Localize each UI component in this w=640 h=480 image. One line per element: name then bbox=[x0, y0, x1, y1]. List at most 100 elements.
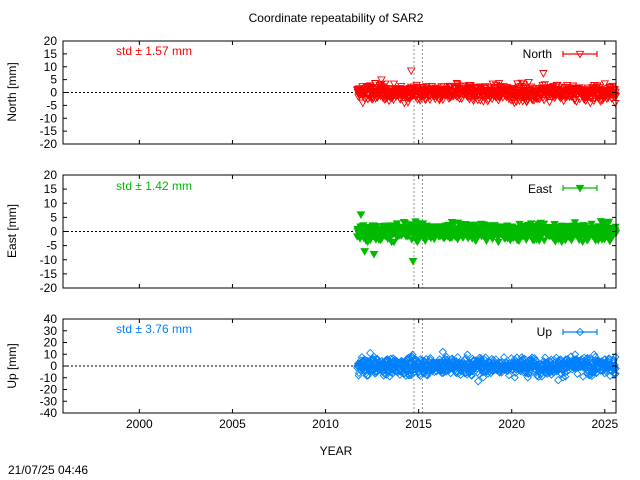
data-point bbox=[593, 82, 602, 90]
data-point bbox=[536, 369, 545, 378]
x-tick-label: 2020 bbox=[498, 417, 525, 431]
data-point bbox=[587, 220, 596, 229]
y-tick-label: 40 bbox=[44, 312, 58, 326]
data-point bbox=[431, 84, 440, 92]
data-point bbox=[524, 369, 533, 378]
y-tick-label: -40 bbox=[40, 406, 58, 420]
legend-label-east: East bbox=[528, 182, 553, 196]
data-point bbox=[438, 347, 448, 357]
legend-marker bbox=[575, 184, 585, 193]
legend-sample-up bbox=[562, 327, 598, 337]
y-tick-label: -15 bbox=[40, 267, 58, 281]
data-point bbox=[381, 80, 390, 88]
data-point bbox=[475, 353, 484, 362]
y-tick-label: -15 bbox=[40, 124, 58, 138]
x-tick-labels: 2000 2005 2010 2015 2020 2025 bbox=[126, 417, 619, 431]
data-point bbox=[539, 97, 549, 105]
east-series bbox=[352, 211, 621, 266]
data-point bbox=[463, 350, 472, 359]
data-point bbox=[494, 238, 503, 247]
legend-label-up: Up bbox=[537, 325, 553, 339]
data-point bbox=[474, 370, 483, 379]
x-ticks-east bbox=[138, 175, 606, 288]
data-point bbox=[377, 76, 386, 85]
data-point bbox=[539, 70, 548, 78]
y-tick-label: 20 bbox=[44, 168, 58, 182]
data-point bbox=[389, 80, 399, 88]
data-point bbox=[523, 373, 532, 382]
data-point bbox=[404, 371, 413, 380]
data-point bbox=[457, 95, 466, 103]
data-point bbox=[537, 93, 546, 101]
legend-sample-east bbox=[562, 184, 598, 193]
data-point bbox=[362, 371, 371, 380]
data-point bbox=[524, 78, 534, 87]
y-tick-label: 20 bbox=[44, 34, 58, 48]
data-point bbox=[481, 353, 490, 362]
data-point bbox=[360, 248, 370, 256]
y-tick-label: 30 bbox=[44, 324, 58, 338]
data-point bbox=[358, 99, 368, 108]
y-tick-label: 0 bbox=[50, 225, 57, 239]
data-point bbox=[504, 371, 514, 380]
data-point bbox=[514, 237, 524, 246]
data-point bbox=[425, 96, 435, 105]
y-tick-label: -5 bbox=[46, 98, 57, 112]
y-tick-label: -10 bbox=[40, 111, 58, 125]
ylabel-up: Up [mm] bbox=[5, 343, 19, 388]
data-point bbox=[442, 367, 451, 376]
ylabel-east: East [mm] bbox=[5, 204, 19, 258]
y-tick-label: -10 bbox=[40, 253, 58, 267]
data-point bbox=[518, 355, 527, 364]
data-point bbox=[534, 372, 543, 381]
y-tick-label: 15 bbox=[44, 182, 58, 196]
data-point bbox=[408, 258, 418, 266]
y-tick-label: 5 bbox=[50, 210, 57, 224]
data-point bbox=[570, 219, 580, 227]
std-text-east: std ± 1.42 mm bbox=[116, 179, 192, 193]
data-point bbox=[545, 99, 554, 107]
data-point bbox=[590, 350, 599, 359]
data-point bbox=[363, 371, 372, 380]
data-point bbox=[566, 352, 576, 361]
data-point bbox=[479, 373, 488, 382]
north-series bbox=[353, 67, 621, 108]
data-point bbox=[573, 369, 582, 378]
data-point bbox=[604, 218, 614, 227]
data-point bbox=[356, 211, 366, 220]
x-tick-label: 2025 bbox=[591, 417, 618, 431]
y-tick-label: 0 bbox=[50, 359, 57, 373]
y-tick-label: -10 bbox=[40, 371, 58, 385]
timestamp: 21/07/25 04:46 bbox=[8, 463, 88, 477]
data-point bbox=[522, 236, 531, 244]
legend-marker bbox=[575, 50, 585, 59]
data-point bbox=[363, 360, 372, 369]
data-point bbox=[473, 377, 483, 386]
data-point bbox=[467, 371, 476, 380]
std-text-north: std ± 1.57 mm bbox=[116, 44, 192, 58]
x-tick-label: 2015 bbox=[405, 417, 432, 431]
data-point bbox=[453, 353, 462, 362]
x-tick-label: 2005 bbox=[219, 417, 246, 431]
data-point bbox=[446, 369, 455, 378]
data-point bbox=[476, 97, 485, 105]
y-tick-label: 5 bbox=[50, 73, 57, 87]
legend-marker bbox=[575, 327, 585, 337]
chart-title: Coordinate repeatability of SAR2 bbox=[249, 11, 424, 25]
y-tick-label: 10 bbox=[44, 196, 58, 210]
data-point bbox=[554, 83, 564, 91]
y-tick-label: -20 bbox=[40, 383, 58, 397]
data-point bbox=[510, 99, 519, 108]
data-point bbox=[414, 221, 423, 229]
data-point bbox=[517, 79, 526, 88]
data-point bbox=[542, 358, 551, 367]
y-tick-label: -30 bbox=[40, 394, 58, 408]
data-point bbox=[572, 98, 581, 106]
std-text-up: std ± 3.76 mm bbox=[116, 322, 192, 336]
y-tick-label: 15 bbox=[44, 47, 58, 61]
ylabel-north: North [mm] bbox=[5, 62, 19, 121]
